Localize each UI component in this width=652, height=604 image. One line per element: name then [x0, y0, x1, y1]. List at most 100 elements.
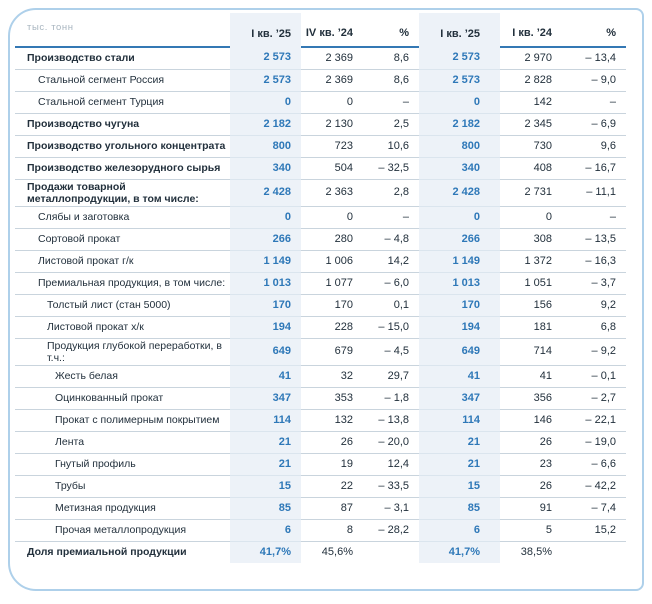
cell-value: 2 363: [301, 179, 363, 207]
cell-value: 0: [419, 206, 500, 229]
cell-value: 6: [230, 519, 301, 542]
table-row: Продажи товарной металлопродукции, в том…: [15, 179, 626, 207]
table-row: Производство чугуна 2 182 2 130 2,5 2 182 2 3…: [15, 113, 626, 136]
cell-value: 280: [301, 228, 363, 251]
cell-value: 32: [301, 365, 363, 388]
cell-value: – 32,5: [363, 157, 419, 180]
table-row: Трубы 15 22– 33,5 15 26– 42,2: [15, 475, 626, 498]
cell-value: 15,2: [562, 519, 626, 542]
cell-value: 85: [419, 497, 500, 520]
cell-value: [363, 541, 419, 563]
cell-value: – 33,5: [363, 475, 419, 498]
cell-value: – 42,2: [562, 475, 626, 498]
cell-value: 21: [230, 453, 301, 476]
cell-value: 1 013: [230, 272, 301, 295]
cell-value: 0: [230, 206, 301, 229]
cell-value: 2 182: [230, 113, 301, 136]
cell-value: 14,2: [363, 250, 419, 273]
cell-value: 15: [230, 475, 301, 498]
row-label: Производство железорудного сырья: [15, 157, 230, 180]
row-label: Прочая металлопродукция: [15, 519, 230, 542]
cell-value: 8: [301, 519, 363, 542]
cell-value: 649: [419, 338, 500, 366]
cell-value: – 13,4: [562, 47, 626, 70]
row-label: Доля премиальной продукции: [27, 546, 187, 559]
cell-value: 1 149: [230, 250, 301, 273]
row-label: Производство чугуна: [15, 113, 230, 136]
row-label: Листовой прокат х/к: [15, 316, 230, 339]
cell-value: 142: [500, 91, 562, 114]
cell-value: 1 013: [419, 272, 500, 295]
cell-value: –: [363, 91, 419, 114]
cell-value: 9,6: [562, 135, 626, 158]
cell-value: 2 573: [230, 69, 301, 92]
cell-value: 9,2: [562, 294, 626, 317]
cell-value: 1 149: [419, 250, 500, 273]
cell-value: 347: [419, 387, 500, 410]
table-row: Производство железорудного сырья 340 504– …: [15, 157, 626, 180]
cell-value: 2 130: [301, 113, 363, 136]
cell-value: 194: [419, 316, 500, 339]
cell-value: 22: [301, 475, 363, 498]
cell-value: 12,4: [363, 453, 419, 476]
cell-value: – 28,2: [363, 519, 419, 542]
cell-value: – 0,1: [562, 365, 626, 388]
cell-value: – 4,8: [363, 228, 419, 251]
table-row: Производство стали 2 573 2 369 8,6 2 573 2 97…: [15, 47, 626, 70]
cell-value: 730: [500, 135, 562, 158]
report-table: тыс. тонн I кв. ’25 IV кв. ’24 % I кв. ’…: [15, 13, 626, 564]
cell-value: 2 731: [500, 179, 562, 207]
row-label: Трубы: [15, 475, 230, 498]
cell-value: 0,1: [363, 294, 419, 317]
cell-value: –: [562, 91, 626, 114]
cell-value: 0: [230, 91, 301, 114]
cell-value: 23: [500, 453, 562, 476]
cell-value: 2 369: [301, 47, 363, 70]
cell-value: 2 345: [500, 113, 562, 136]
col-header-q1-24: I кв. ’24: [500, 13, 562, 48]
cell-value: 266: [419, 228, 500, 251]
table-card: тыс. тонн I кв. ’25 IV кв. ’24 % I кв. ’…: [8, 8, 644, 591]
col-header-pct-a: %: [363, 13, 419, 48]
cell-value: 146: [500, 409, 562, 432]
cell-value: 41: [419, 365, 500, 388]
cell-value: 1 051: [500, 272, 562, 295]
cell-value: 340: [419, 157, 500, 180]
table-row: Жесть белая 41 32 29,7 41 41– 0,1: [15, 365, 626, 388]
cell-value: 2 369: [301, 69, 363, 92]
cell-value: – 19,0: [562, 431, 626, 454]
cell-value: 340: [230, 157, 301, 180]
cell-value: 2 573: [419, 69, 500, 92]
cell-value: 800: [230, 135, 301, 158]
row-label: Толстый лист (стан 5000): [15, 294, 230, 317]
cell-value: 5: [500, 519, 562, 542]
cell-value: – 1,8: [363, 387, 419, 410]
cell-value: – 4,5: [363, 338, 419, 366]
row-label: Сортовой прокат: [15, 228, 230, 251]
row-label: Метизная продукция: [15, 497, 230, 520]
cell-value: 194: [230, 316, 301, 339]
table-row: Толстый лист (стан 5000) 170 170 0,1 170 156 9…: [15, 294, 626, 317]
cell-value: 170: [230, 294, 301, 317]
cell-value: – 9,2: [562, 338, 626, 366]
table-row: Прокат с полимерным покрытием 114 132– 13,…: [15, 409, 626, 432]
table-row: Оцинкованный прокат 347 353– 1,8 347 356– 2,…: [15, 387, 626, 410]
cell-value: 29,7: [363, 365, 419, 388]
cell-value: 6,8: [562, 316, 626, 339]
col-header-q1-25-b: I кв. ’25: [419, 13, 500, 47]
cell-value: – 6,0: [363, 272, 419, 295]
row-label: Листовой прокат г/к: [15, 250, 230, 273]
cell-value: – 16,3: [562, 250, 626, 273]
cell-value: – 20,0: [363, 431, 419, 454]
cell-value: 2,5: [363, 113, 419, 136]
cell-value: –: [562, 206, 626, 229]
cell-value: 2 573: [419, 47, 500, 70]
cell-value: – 2,7: [562, 387, 626, 410]
cell-value: 714: [500, 338, 562, 366]
cell-value: 356: [500, 387, 562, 410]
cell-value: 91: [500, 497, 562, 520]
table-row: Гнутый профиль 21 19 12,4 21 23– 6,6: [15, 453, 626, 476]
cell-value: 21: [230, 431, 301, 454]
cell-value: 2 828: [500, 69, 562, 92]
col-header-pct-b: %: [562, 13, 626, 48]
